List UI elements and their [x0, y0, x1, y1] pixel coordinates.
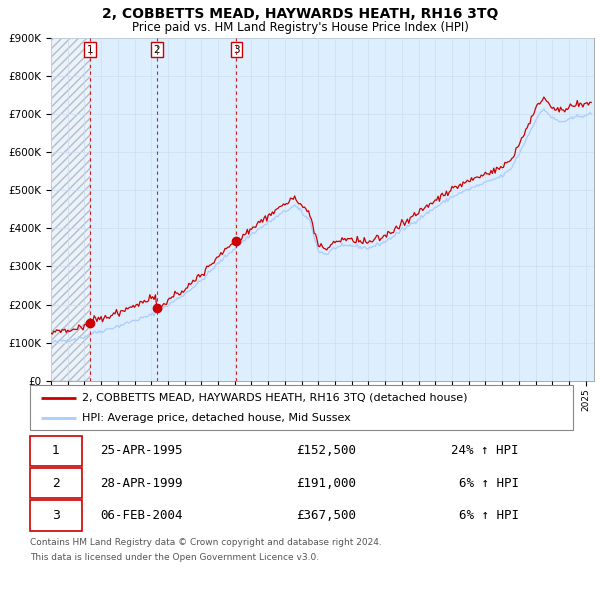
Text: 2: 2 [52, 477, 60, 490]
Text: 2: 2 [153, 45, 160, 55]
Text: £152,500: £152,500 [296, 444, 356, 457]
Text: 2, COBBETTS MEAD, HAYWARDS HEATH, RH16 3TQ (detached house): 2, COBBETTS MEAD, HAYWARDS HEATH, RH16 3… [82, 393, 467, 402]
Text: £191,000: £191,000 [296, 477, 356, 490]
Text: 24% ↑ HPI: 24% ↑ HPI [451, 444, 519, 457]
Text: 2, COBBETTS MEAD, HAYWARDS HEATH, RH16 3TQ: 2, COBBETTS MEAD, HAYWARDS HEATH, RH16 3… [102, 7, 498, 21]
Text: HPI: Average price, detached house, Mid Sussex: HPI: Average price, detached house, Mid … [82, 414, 350, 424]
Text: 3: 3 [233, 45, 240, 55]
Text: Contains HM Land Registry data © Crown copyright and database right 2024.: Contains HM Land Registry data © Crown c… [30, 538, 382, 547]
Text: £367,500: £367,500 [296, 509, 356, 522]
Text: 06-FEB-2004: 06-FEB-2004 [101, 509, 183, 522]
Text: 6% ↑ HPI: 6% ↑ HPI [459, 477, 519, 490]
FancyBboxPatch shape [30, 435, 82, 466]
Text: This data is licensed under the Open Government Licence v3.0.: This data is licensed under the Open Gov… [30, 553, 319, 562]
Text: 28-APR-1999: 28-APR-1999 [101, 477, 183, 490]
Text: 6% ↑ HPI: 6% ↑ HPI [459, 509, 519, 522]
Text: 1: 1 [86, 45, 93, 55]
Text: 25-APR-1995: 25-APR-1995 [101, 444, 183, 457]
Text: 1: 1 [52, 444, 60, 457]
Text: Price paid vs. HM Land Registry's House Price Index (HPI): Price paid vs. HM Land Registry's House … [131, 21, 469, 34]
FancyBboxPatch shape [30, 468, 82, 499]
FancyBboxPatch shape [30, 500, 82, 531]
Text: 3: 3 [52, 509, 60, 522]
